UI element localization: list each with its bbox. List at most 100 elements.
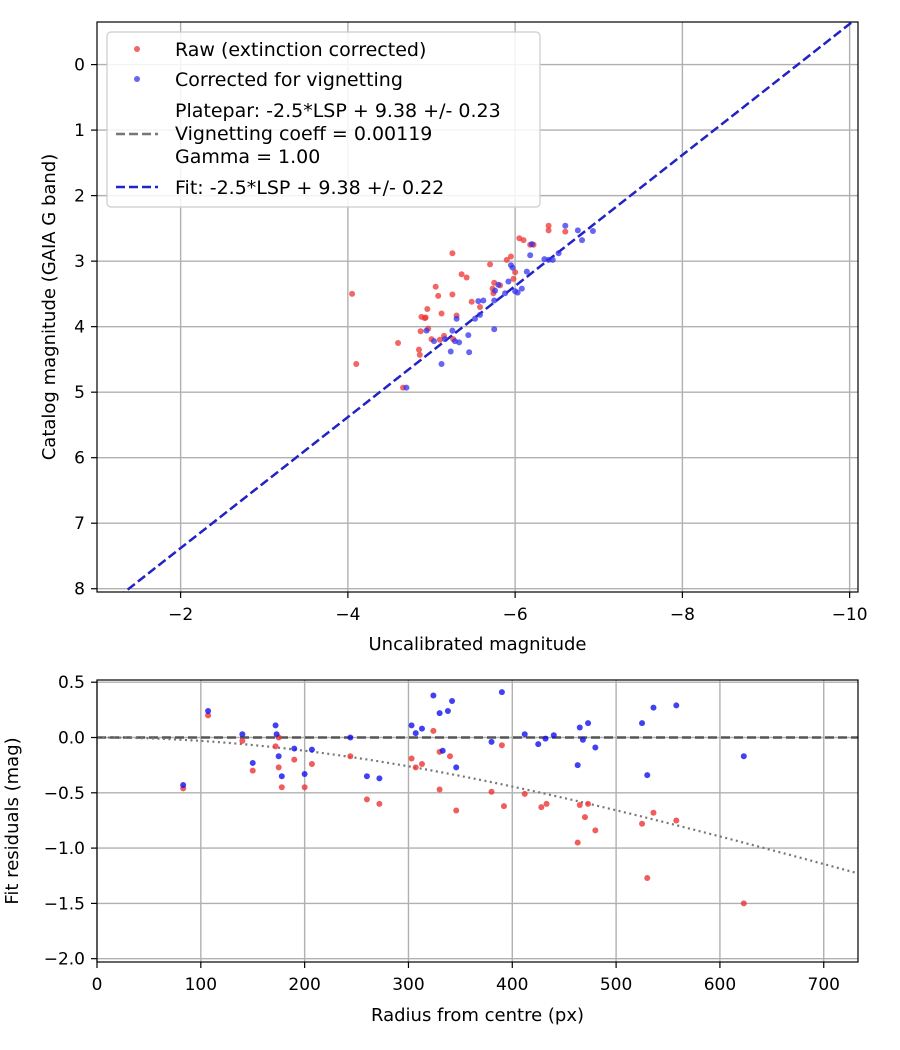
raw-residual-point xyxy=(574,839,581,846)
x-tick-label: 600 xyxy=(704,975,736,995)
raw-data-point xyxy=(510,275,517,282)
raw-data-point xyxy=(503,256,510,263)
raw-residual-point xyxy=(430,727,437,734)
raw-residual-point xyxy=(249,767,256,774)
raw-residual-point xyxy=(272,743,279,750)
corrected-data-point xyxy=(502,290,509,297)
raw-residual-point xyxy=(521,790,528,797)
corrected-data-point xyxy=(518,285,525,292)
corrected-residual-point xyxy=(673,702,680,709)
legend-label: Gamma = 1.00 xyxy=(175,146,320,168)
legend-label: Platepar: -2.5*LSP + 9.38 +/- 0.23 xyxy=(175,100,501,122)
corrected-data-point xyxy=(555,250,562,257)
x-tick-label: 100 xyxy=(185,975,217,995)
x-tick-label: −4 xyxy=(335,605,360,625)
corrected-residual-point xyxy=(436,710,443,717)
raw-residual-point xyxy=(453,807,460,814)
raw-residual-point xyxy=(347,753,354,760)
raw-data-point xyxy=(463,274,470,281)
x-tick-label: −6 xyxy=(503,605,528,625)
raw-data-point xyxy=(487,261,494,268)
corrected-data-point xyxy=(491,326,498,333)
corrected-residual-point xyxy=(579,736,586,743)
y-tick-label: 0 xyxy=(74,56,85,76)
raw-data-point xyxy=(436,336,443,343)
corrected-residual-point xyxy=(376,775,383,782)
corrected-data-point xyxy=(589,228,596,234)
corrected-data-point xyxy=(523,268,530,275)
legend: Raw (extinction corrected) Corrected for … xyxy=(106,31,541,208)
corrected-data-point xyxy=(471,315,478,322)
corrected-data-point xyxy=(403,384,410,391)
corrected-data-point xyxy=(574,227,581,234)
corrected-data-point xyxy=(475,298,482,305)
corrected-residual-point xyxy=(275,753,282,760)
bottom-residual-plot: 0 100 200 300 400 500 600 700 0.5 0.0 −0.5 −1.0 −1.5… xyxy=(2,673,859,1026)
raw-residual-point xyxy=(412,764,419,771)
corrected-data-point xyxy=(549,256,556,263)
x-axis-title: Uncalibrated magnitude xyxy=(368,634,586,655)
raw-residual-point xyxy=(363,796,370,803)
corrected-residual-point xyxy=(574,762,581,769)
corrected-residual-point xyxy=(180,782,187,789)
raw-data-point xyxy=(458,271,465,278)
corrected-residual-point xyxy=(521,731,528,738)
corrected-data-point xyxy=(431,338,438,345)
raw-data-point xyxy=(468,298,475,305)
corrected-residual-point xyxy=(576,724,583,731)
y-tick-label: 6 xyxy=(74,449,85,469)
x-tick-label: 400 xyxy=(496,975,528,995)
corrected-residual-point xyxy=(439,747,446,754)
raw-residual-point xyxy=(436,786,443,793)
raw-residual-point xyxy=(275,764,282,771)
corrected-residual-point xyxy=(308,746,315,753)
raw-residual-point xyxy=(673,817,680,824)
top-scatter-plot: −2 −4 −6 −8 −10 0 1 2 3 4 5 6 7 8 Uncalibrated magnitu… xyxy=(39,21,868,655)
y-tick-label: 5 xyxy=(74,383,85,403)
corrected-data-point xyxy=(465,332,472,339)
corrected-residual-point xyxy=(740,753,747,760)
corrected-residual-point xyxy=(430,692,437,699)
y-tick-label: 1 xyxy=(74,121,85,141)
raw-data-point xyxy=(507,253,514,260)
y-tick-label: 8 xyxy=(74,580,85,600)
raw-residual-point xyxy=(418,761,425,768)
corrected-data-point xyxy=(456,339,463,346)
y-tick-label: 3 xyxy=(74,252,85,272)
raw-data-point xyxy=(435,292,442,299)
legend-label: Corrected for vignetting xyxy=(175,69,403,91)
raw-data-point xyxy=(545,222,552,229)
legend-label: Vignetting coeff = 0.00119 xyxy=(175,123,432,145)
plot-area xyxy=(97,689,858,907)
raw-residual-point xyxy=(500,803,507,810)
raw-residual-point xyxy=(538,804,545,811)
raw-data-point xyxy=(415,346,422,353)
corrected-residual-point xyxy=(639,720,646,727)
raw-residual-point xyxy=(581,814,588,821)
raw-residual-point xyxy=(498,742,505,749)
corrected-data-point xyxy=(495,281,502,288)
corrected-data-point xyxy=(528,241,535,248)
legend-box xyxy=(106,31,541,208)
corrected-data-point xyxy=(453,315,460,322)
corrected-data-point xyxy=(562,222,569,229)
raw-residual-point xyxy=(639,820,646,827)
corrected-residual-point xyxy=(412,730,419,737)
legend-raw-marker xyxy=(134,46,140,52)
corrected-residual-point xyxy=(644,772,651,779)
corrected-data-point xyxy=(514,289,521,296)
y-tick-label: 0.5 xyxy=(58,673,85,693)
corrected-residual-point xyxy=(650,704,657,711)
raw-data-point xyxy=(432,283,439,290)
corrected-residual-point xyxy=(418,725,425,732)
corrected-residual-point xyxy=(273,731,280,738)
y-tick-label: −0.5 xyxy=(44,784,85,804)
raw-data-point xyxy=(424,305,431,312)
raw-residual-point xyxy=(650,809,657,816)
corrected-residual-point xyxy=(249,759,256,766)
raw-residual-point xyxy=(239,737,246,744)
corrected-residual-point xyxy=(205,707,212,714)
raw-residual-point xyxy=(576,801,583,808)
corrected-data-point xyxy=(509,264,516,271)
raw-residual-point xyxy=(308,761,315,768)
